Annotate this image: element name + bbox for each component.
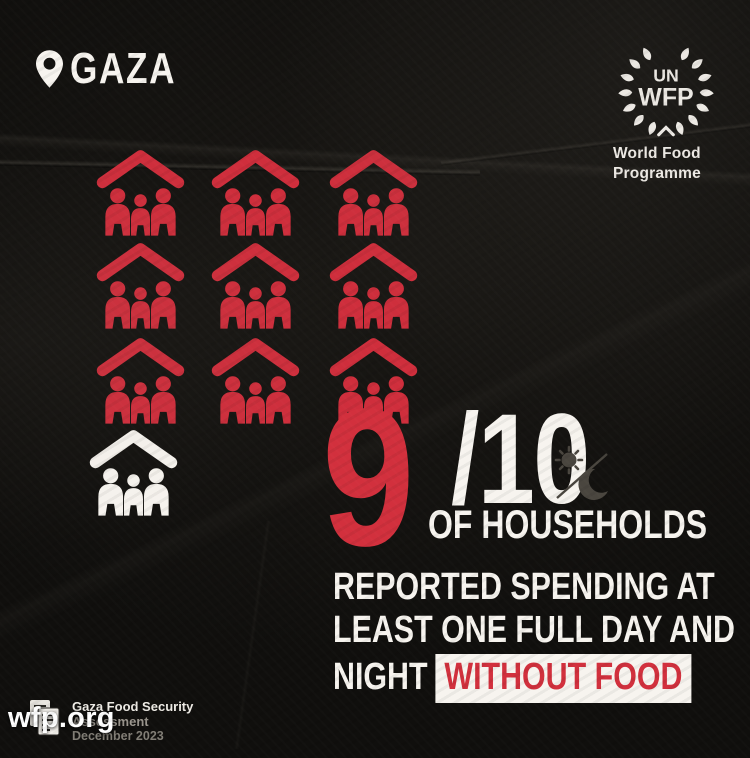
stat-line-of-households: OF HOUSEHOLDS bbox=[428, 503, 708, 547]
household-unit-icon-affected bbox=[93, 241, 188, 329]
stat-line-reported: REPORTED SPENDING AT bbox=[333, 566, 715, 608]
location-pin-icon bbox=[36, 50, 63, 88]
household-unit-icon-remainder bbox=[86, 428, 181, 516]
source-date: December 2023 bbox=[72, 729, 164, 744]
logo-un-text: UN bbox=[653, 66, 679, 86]
status-bar-link-text: wfp.org bbox=[8, 702, 115, 734]
stat-line-least: LEAST ONE FULL DAY AND bbox=[333, 609, 735, 651]
household-unit-icon-affected bbox=[93, 336, 188, 424]
household-unit-icon-affected bbox=[208, 336, 303, 424]
un-wfp-emblem-icon: UN WFP bbox=[614, 38, 718, 137]
source-attribution: Gaza Food Security Assessment December 2… bbox=[72, 699, 194, 744]
logo-caption-line1: World Food bbox=[613, 145, 701, 162]
household-unit-icon-affected bbox=[326, 148, 421, 236]
without-food-highlight: WITHOUT FOOD bbox=[435, 654, 692, 703]
logo-caption-line2: Programme bbox=[613, 164, 701, 182]
stat-numerator: 9 bbox=[322, 368, 415, 587]
source-title: Gaza Food Security bbox=[72, 699, 194, 714]
location-label: GAZA bbox=[70, 44, 177, 93]
day-night-icon bbox=[554, 445, 608, 500]
report-document-icon bbox=[30, 700, 60, 736]
household-unit-icon-affected bbox=[93, 148, 188, 236]
household-unit-icon-affected bbox=[208, 241, 303, 329]
household-unit-icon-affected bbox=[326, 241, 421, 329]
logo-wfp-text: WFP bbox=[638, 84, 693, 112]
stat-line-night: NIGHT bbox=[333, 656, 428, 698]
source-subtitle: Assessment bbox=[72, 713, 149, 729]
household-unit-icon-affected bbox=[208, 148, 303, 236]
wfp-logo: UN WFP World Food Programme bbox=[610, 38, 722, 184]
location-header: GAZA bbox=[36, 44, 203, 93]
